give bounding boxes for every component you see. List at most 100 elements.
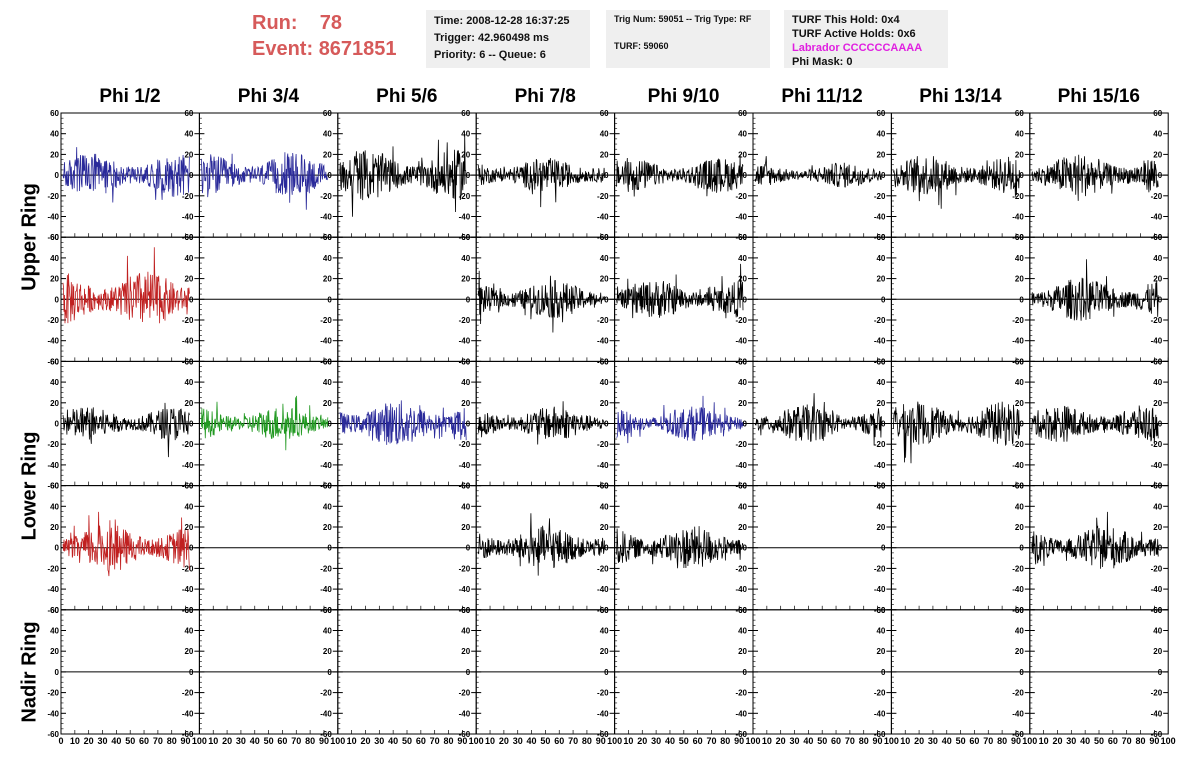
- waveform-trace: [1031, 154, 1159, 201]
- x-tick-label: 80: [997, 736, 1007, 746]
- waveform-trace: [616, 526, 744, 569]
- y-tick-label: -20: [47, 192, 59, 201]
- x-tick-label: 70: [291, 736, 301, 746]
- x-tick-label: 40: [942, 736, 952, 746]
- y-tick-label: 0: [189, 295, 194, 304]
- y-tick-label: 60: [1153, 606, 1162, 615]
- turf-active-holds-text: TURF Active Holds: 0x6: [792, 28, 916, 40]
- y-tick-label: -20: [1151, 689, 1163, 698]
- y-tick-label: -60: [459, 606, 471, 615]
- y-tick-label: -40: [320, 709, 332, 718]
- y-tick-label: 60: [323, 109, 332, 118]
- y-tick-label: -40: [182, 213, 194, 222]
- y-tick-label: -20: [874, 689, 886, 698]
- y-tick-label: 60: [50, 482, 59, 491]
- y-tick-label: -40: [47, 337, 59, 346]
- y-tick-label: -60: [182, 730, 194, 739]
- y-tick-label: 40: [50, 378, 59, 387]
- y-tick-label: -20: [182, 440, 194, 449]
- y-tick-label: 20: [738, 275, 747, 284]
- y-tick-label: 0: [881, 544, 886, 553]
- y-tick-label: -40: [320, 585, 332, 594]
- y-tick-label: 0: [466, 171, 471, 180]
- y-tick-label: -40: [1151, 709, 1163, 718]
- waveform-trace: [339, 400, 467, 445]
- y-tick-label: 20: [738, 150, 747, 159]
- y-tick-label: -60: [47, 606, 59, 615]
- y-tick-label: -60: [459, 730, 471, 739]
- y-tick-label: -60: [597, 606, 609, 615]
- run-line: Run: 78: [252, 10, 422, 36]
- x-tick-label: 10: [1039, 736, 1049, 746]
- waveform-trace: [616, 263, 744, 319]
- x-tick-label: 10: [623, 736, 633, 746]
- y-tick-label: 0: [466, 420, 471, 429]
- y-tick-label: 60: [876, 233, 885, 242]
- x-tick-label: 70: [845, 736, 855, 746]
- y-tick-label: 40: [738, 378, 747, 387]
- y-tick-label: 40: [738, 627, 747, 636]
- y-tick-label: 20: [600, 647, 609, 656]
- x-tick-label: 50: [817, 736, 827, 746]
- y-tick-label: 0: [327, 544, 332, 553]
- y-tick-label: -40: [597, 585, 609, 594]
- x-tick-label: 70: [983, 736, 993, 746]
- x-tick-label: 90: [457, 736, 467, 746]
- column-header: Phi 1/2: [99, 86, 161, 107]
- y-tick-label: 0: [1019, 544, 1024, 553]
- y-tick-label: 40: [184, 130, 193, 139]
- y-tick-label: 40: [50, 130, 59, 139]
- waveform-trace: [477, 513, 605, 576]
- y-tick-label: -40: [1012, 585, 1024, 594]
- x-tick-label: 80: [305, 736, 315, 746]
- waveform-trace: [62, 511, 190, 577]
- waveform-trace: [754, 156, 882, 188]
- y-tick-label: -60: [320, 730, 332, 739]
- column-header: Phi 11/12: [781, 86, 863, 107]
- waveform-trace: [339, 133, 467, 217]
- y-tick-label: -40: [597, 213, 609, 222]
- y-tick-label: -20: [1151, 316, 1163, 325]
- waveform-trace: [477, 158, 605, 208]
- y-tick-label: -60: [320, 606, 332, 615]
- y-tick-label: 40: [323, 627, 332, 636]
- y-tick-label: 40: [1153, 254, 1162, 263]
- y-tick-label: 60: [461, 482, 470, 491]
- waveform-trace: [62, 147, 190, 203]
- x-tick-label: 90: [1149, 736, 1159, 746]
- y-tick-label: -40: [597, 337, 609, 346]
- phi-mask-text: Phi Mask: 0: [792, 56, 853, 68]
- y-tick-label: 40: [50, 254, 59, 263]
- y-tick-label: -40: [1151, 213, 1163, 222]
- y-tick-label: 20: [50, 523, 59, 532]
- y-tick-label: 0: [743, 668, 748, 677]
- waveform-trace: [1031, 259, 1159, 321]
- y-tick-label: 20: [600, 150, 609, 159]
- y-tick-label: 40: [461, 130, 470, 139]
- x-tick-label: 90: [319, 736, 329, 746]
- y-tick-label: -20: [597, 564, 609, 573]
- y-tick-label: -60: [1012, 233, 1024, 242]
- y-tick-label: 60: [323, 482, 332, 491]
- y-tick-label: 0: [881, 420, 886, 429]
- y-tick-label: -40: [1012, 213, 1024, 222]
- y-tick-label: 0: [881, 668, 886, 677]
- x-tick-label: 60: [416, 736, 426, 746]
- priority-text: Priority: 6 -- Queue: 6: [434, 49, 546, 61]
- y-tick-label: 40: [461, 502, 470, 511]
- y-tick-label: 60: [1015, 233, 1024, 242]
- y-tick-label: -20: [320, 316, 332, 325]
- y-tick-label: -20: [47, 316, 59, 325]
- y-tick-label: 60: [50, 233, 59, 242]
- y-tick-label: -20: [47, 440, 59, 449]
- y-tick-label: -60: [47, 730, 59, 739]
- y-tick-label: 40: [461, 378, 470, 387]
- y-tick-label: 60: [461, 357, 470, 366]
- y-tick-label: -40: [47, 461, 59, 470]
- y-tick-label: 40: [323, 378, 332, 387]
- y-tick-label: 40: [184, 378, 193, 387]
- y-tick-label: -20: [459, 689, 471, 698]
- y-tick-label: 40: [600, 502, 609, 511]
- y-tick-label: 20: [50, 647, 59, 656]
- y-tick-label: 0: [55, 420, 60, 429]
